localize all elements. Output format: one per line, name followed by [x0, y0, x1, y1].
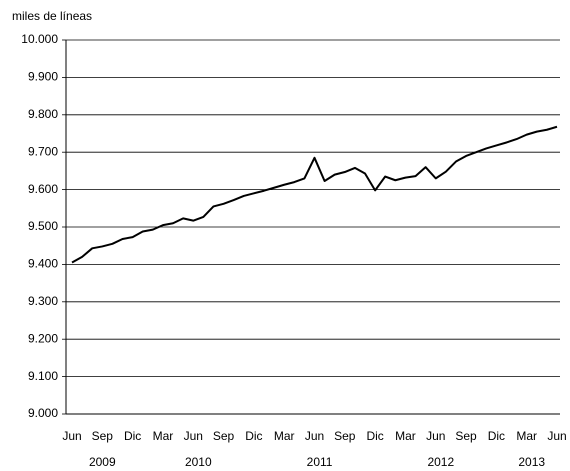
y-tick-label: 9.700	[28, 144, 58, 158]
y-tick-label: 9.600	[28, 182, 58, 196]
line-series	[71, 125, 558, 264]
x-tick-label: Sep	[213, 429, 235, 443]
y-tick-label: 9.900	[28, 70, 58, 84]
x-tick-label: Mar	[516, 429, 537, 443]
x-tick-label: Jun	[305, 429, 324, 443]
y-tick-label: 9.800	[28, 107, 58, 121]
y-tick-label: 9.100	[28, 369, 58, 383]
x-group-label: 2010	[185, 455, 212, 469]
y-tick-label: 9.000	[28, 406, 58, 420]
y-axis-label: miles de líneas	[12, 9, 92, 23]
x-tick-label: Mar	[153, 429, 174, 443]
x-tick-label: Sep	[455, 429, 477, 443]
y-tick-label: 9.300	[28, 294, 58, 308]
x-tick-label: Sep	[334, 429, 356, 443]
x-tick-label: Jun	[184, 429, 203, 443]
x-tick-label: Mar	[274, 429, 295, 443]
x-tick-label: Mar	[395, 429, 416, 443]
x-tick-label: Jun	[426, 429, 445, 443]
x-tick-label: Dic	[124, 429, 141, 443]
x-tick-label: Jun	[62, 429, 81, 443]
x-tick-label: Dic	[488, 429, 505, 443]
x-tick-label: Dic	[245, 429, 262, 443]
y-tick-label: 10.000	[21, 32, 58, 46]
y-tick-label: 9.200	[28, 331, 58, 345]
x-group-label: 2013	[518, 455, 545, 469]
y-tick-label: 9.400	[28, 257, 58, 271]
x-group-label: 2012	[427, 455, 454, 469]
x-tick-label: Dic	[366, 429, 383, 443]
y-tick-label: 9.500	[28, 219, 58, 233]
x-tick-label: Sep	[92, 429, 114, 443]
x-group-label: 2011	[307, 455, 333, 469]
x-group-label: 2009	[89, 455, 116, 469]
x-tick-label: Jun	[547, 429, 566, 443]
